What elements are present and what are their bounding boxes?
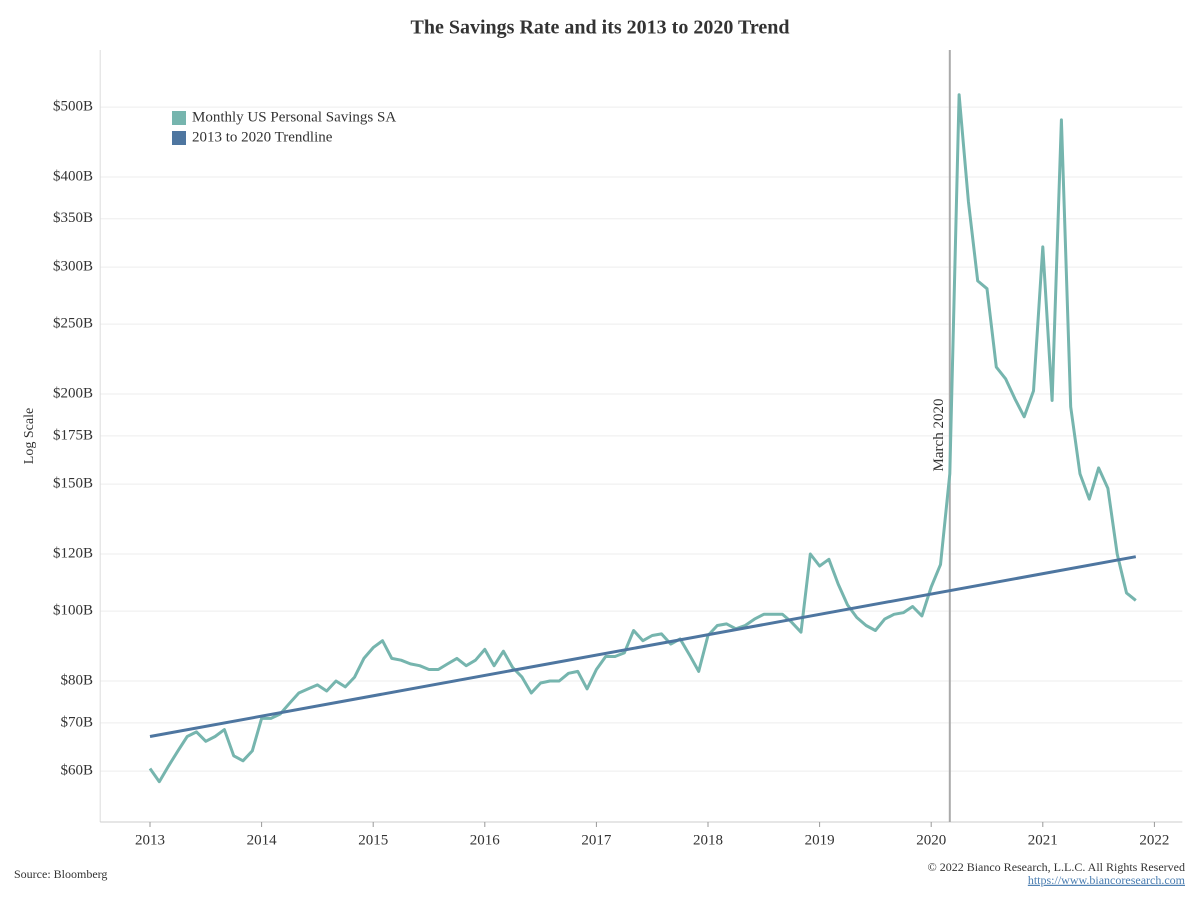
x-tick-label: 2021 — [1028, 832, 1058, 848]
legend-label: Monthly US Personal Savings SA — [192, 109, 396, 125]
y-tick-label: $100B — [53, 603, 93, 619]
x-tick-label: 2020 — [916, 832, 946, 848]
legend-label: 2013 to 2020 Trendline — [192, 129, 333, 145]
y-tick-label: $300B — [53, 259, 93, 275]
url[interactable]: https://www.biancoresearch.com — [1028, 873, 1186, 887]
chart-title: The Savings Rate and its 2013 to 2020 Tr… — [411, 17, 790, 39]
y-tick-label: $175B — [53, 427, 93, 443]
x-tick-label: 2018 — [693, 832, 723, 848]
y-tick-label: $200B — [53, 385, 93, 401]
series-line — [149, 555, 1137, 738]
legend-swatch — [172, 131, 186, 145]
x-tick-label: 2013 — [135, 832, 165, 848]
y-tick-label: $150B — [53, 476, 93, 492]
x-tick-label: 2016 — [470, 832, 501, 848]
y-axis-label: Log Scale — [22, 408, 37, 464]
y-tick-label: $250B — [53, 316, 93, 332]
x-tick-label: 2019 — [805, 832, 835, 848]
y-tick-label: $500B — [53, 99, 93, 115]
x-tick-label: 2017 — [581, 832, 612, 848]
y-tick-label: $400B — [53, 168, 93, 184]
x-tick-label: 2022 — [1139, 832, 1169, 848]
y-tick-label: $80B — [60, 672, 93, 688]
y-tick-label: $350B — [53, 210, 93, 226]
x-tick-label: 2014 — [247, 832, 278, 848]
copyright: © 2022 Bianco Research, L.L.C. All Right… — [928, 860, 1185, 874]
y-tick-label: $70B — [60, 714, 93, 730]
x-tick-label: 2015 — [358, 832, 388, 848]
y-tick-label: $120B — [53, 545, 93, 561]
y-tick-label: $60B — [60, 763, 93, 779]
annotation-label: March 2020 — [931, 399, 947, 472]
legend-swatch — [172, 111, 186, 125]
source: Source: Bloomberg — [14, 867, 107, 881]
series-line — [148, 93, 1137, 784]
